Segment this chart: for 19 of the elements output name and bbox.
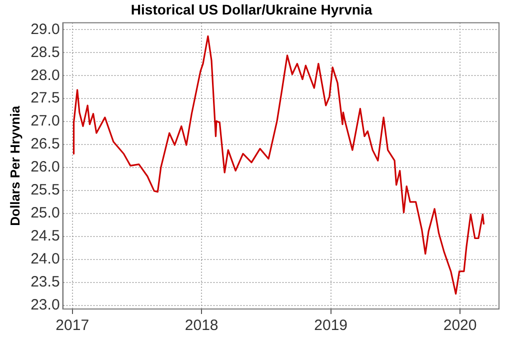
y-tick-label: 24.0 (30, 250, 60, 268)
y-tick-label: 29.0 (30, 20, 60, 38)
y-tick-label: 26.0 (30, 158, 60, 176)
y-tick-label: 27.0 (30, 112, 60, 130)
y-tick-label: 26.5 (30, 136, 60, 153)
x-tick-label: 2018 (184, 317, 218, 334)
x-tick-label: 2020 (443, 317, 477, 334)
y-tick-label: 28.5 (30, 44, 60, 61)
y-tick-label: 27.5 (30, 90, 60, 107)
y-tick-label: 25.5 (30, 182, 60, 199)
y-tick-label: 28.0 (30, 66, 60, 84)
y-tick-label: 23.0 (30, 296, 60, 314)
y-tick-label: 24.5 (30, 228, 60, 245)
y-tick-label: 23.5 (30, 273, 60, 290)
x-tick-label: 2017 (56, 317, 90, 334)
y-tick-label: 25.0 (30, 204, 60, 222)
chart-title: Historical US Dollar/Ukraine Hyrvnia (130, 1, 372, 18)
y-axis-title: Dollars Per Hryvnia (7, 105, 22, 226)
x-tick-label: 2019 (314, 317, 348, 334)
